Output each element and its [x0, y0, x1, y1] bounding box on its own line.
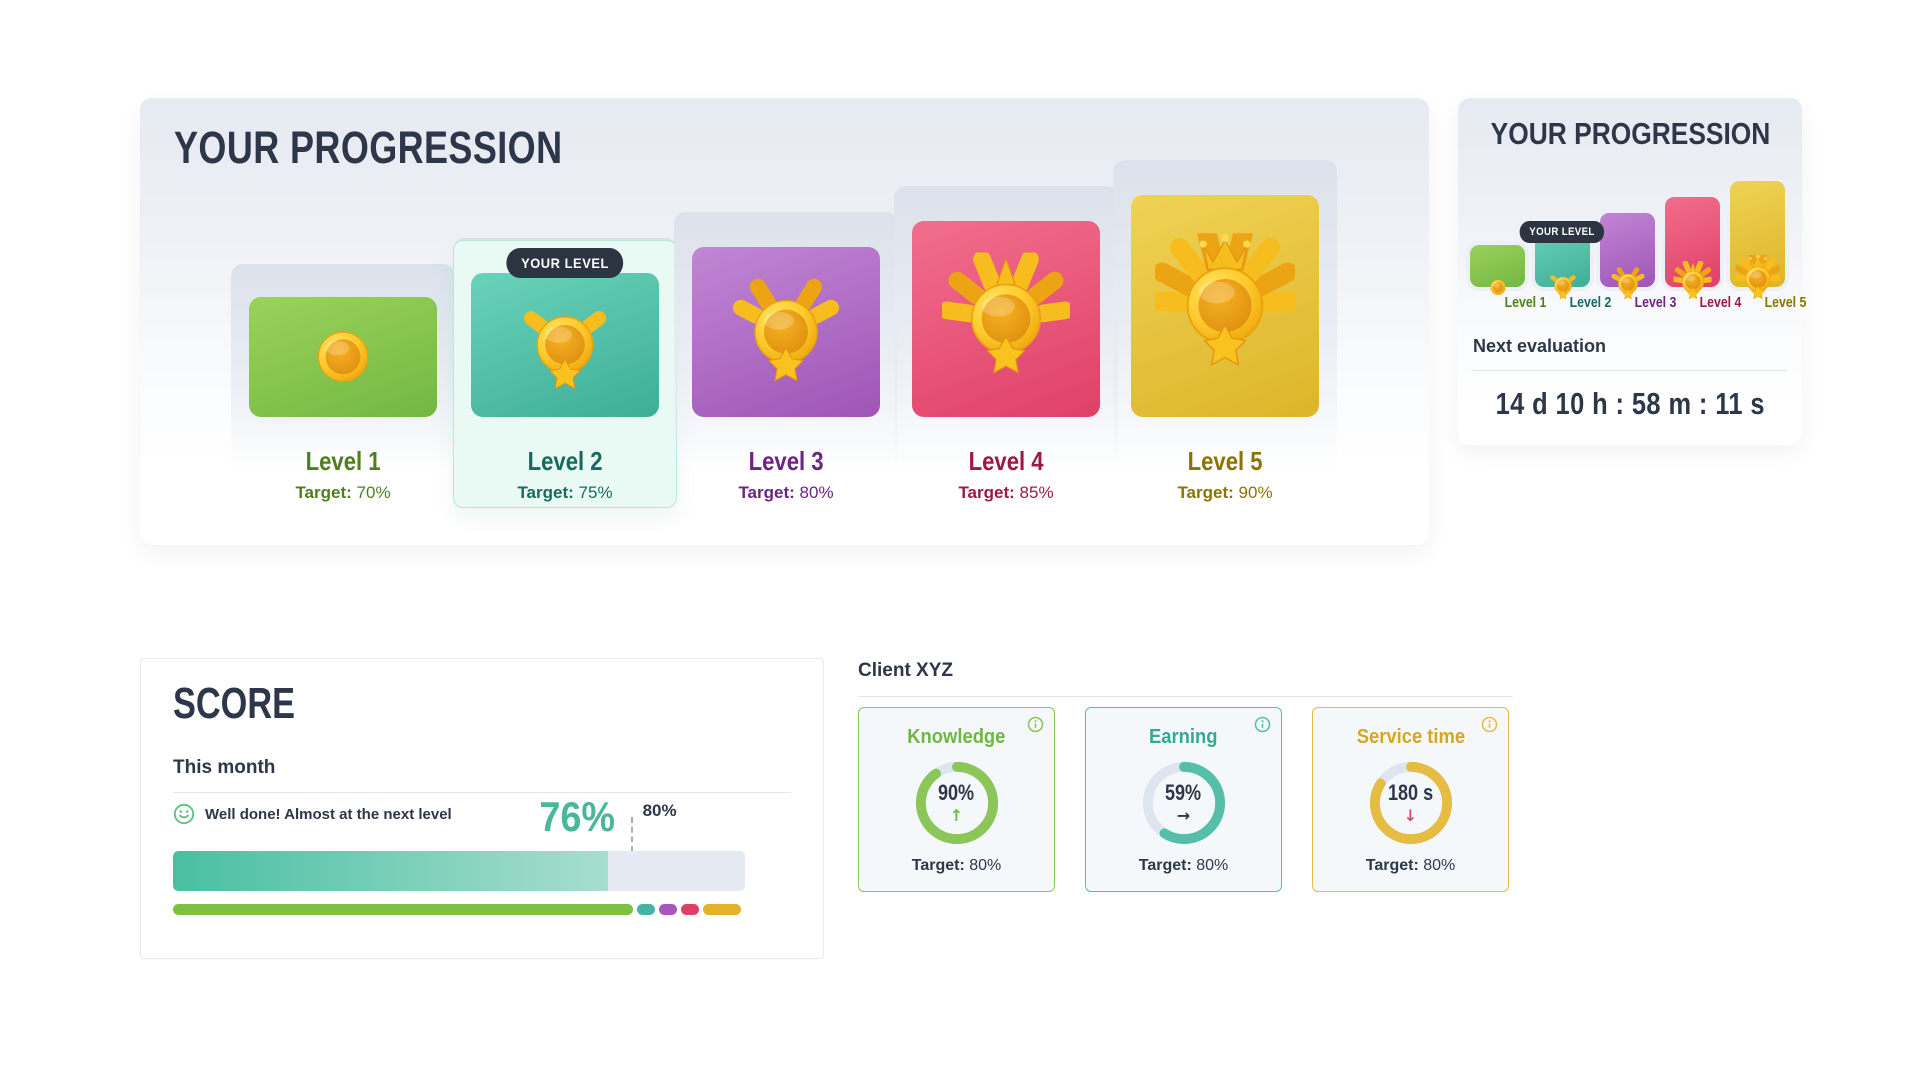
next-evaluation-countdown: 14 d 10 h : 58 m : 11 s	[1495, 386, 1765, 421]
mini-medal-level-4-icon	[1673, 261, 1712, 300]
level-segments-bar	[173, 904, 745, 915]
level-column-1: Level 1 Target: 70%	[231, 98, 455, 545]
trend-steady-icon: →	[1176, 806, 1191, 825]
level-mini-chart	[1470, 98, 1790, 300]
score-panel: SCORE This month Well done! Almost at th…	[140, 658, 824, 959]
kpi-target: Target: 80%	[911, 857, 1002, 874]
client-heading: Client XYZ	[858, 660, 954, 681]
segment-level-3	[658, 904, 678, 915]
level-2-card	[471, 273, 659, 417]
score-divider	[173, 792, 791, 793]
smiley-icon	[173, 803, 195, 825]
mini-bar-level-5	[1730, 181, 1785, 300]
mini-medal-level-3-icon	[1610, 265, 1645, 300]
trend-down-icon: ↓	[1403, 806, 1418, 825]
kpi-donut: 90% ↑	[914, 760, 1000, 846]
level-1-label: Level 1	[305, 446, 381, 476]
trend-up-icon: ↑	[949, 806, 964, 825]
score-message: Well done! Almost at the next level	[205, 805, 452, 823]
level-3-label: Level 3	[748, 446, 824, 476]
progression-summary-title: YOUR PROGRESSION	[1490, 116, 1770, 151]
info-icon[interactable]	[1027, 716, 1044, 733]
level-3-card	[692, 247, 880, 417]
kpi-donut-center: 180 s ↓	[1368, 760, 1454, 846]
next-evaluation-label: Next evaluation	[1473, 336, 1607, 356]
progress-fill	[173, 851, 608, 891]
kpi-donut-center: 90% ↑	[914, 760, 1000, 846]
level-1-target: Target: 70%	[295, 483, 391, 502]
medal-level-3-icon	[728, 272, 844, 388]
kpi-title: Earning	[1149, 726, 1218, 748]
mini-medal-level-1-icon	[1484, 273, 1511, 300]
your-level-badge-mini: YOUR LEVEL	[1519, 221, 1605, 243]
medal-level-5-icon	[1155, 233, 1295, 373]
level-5-target: Target: 90%	[1177, 483, 1273, 502]
kpi-card-earning: Earning 59% → Target: 80%	[1085, 707, 1282, 892]
level-column-3: Level 3 Target: 80%	[674, 98, 898, 545]
level-2-label: Level 2	[527, 446, 603, 476]
kpi-target: Target: 80%	[1365, 857, 1456, 874]
info-icon[interactable]	[1481, 716, 1498, 733]
level-4-card	[912, 221, 1100, 417]
kpi-donut: 59% →	[1141, 760, 1227, 846]
progression-panel: YOUR PROGRESSION Level 1 Target: 70% YOU…	[140, 98, 1429, 545]
kpi-value: 180 s	[1387, 780, 1434, 805]
medal-level-4-icon	[942, 252, 1070, 380]
client-divider	[858, 696, 1513, 697]
segment-level-4	[681, 904, 700, 915]
mini-bar-level-4	[1665, 197, 1720, 300]
mini-level-labels: Level 1 Level 2 Level 3 Level 4 Level 5	[1504, 294, 1806, 311]
medal-level-1-icon	[297, 309, 389, 401]
mini-medal-level-2-icon	[1547, 269, 1578, 300]
segment-level-5	[703, 904, 741, 915]
info-icon[interactable]	[1254, 716, 1271, 733]
level-4-target: Target: 85%	[958, 483, 1054, 502]
kpi-donut: 180 s ↓	[1368, 760, 1454, 846]
level-2-target: Target: 75%	[517, 483, 613, 502]
score-period-label: This month	[173, 757, 276, 778]
kpi-card-service-time: Service time 180 s ↓ Target: 80%	[1312, 707, 1509, 892]
mini-medal-level-5-icon	[1735, 255, 1780, 300]
medal-level-2-icon	[513, 291, 617, 395]
score-title: SCORE	[173, 679, 296, 728]
level-column-2: YOUR LEVEL Level 2 Target: 75%	[453, 98, 677, 545]
kpi-title: Service time	[1356, 726, 1465, 748]
progression-panel-title: YOUR PROGRESSION	[174, 122, 563, 173]
score-message-row: Well done! Almost at the next level	[173, 803, 452, 825]
progression-summary-panel: YOUR PROGRESSION YOUR LEVEL Level 1 Leve…	[1458, 98, 1806, 445]
kpi-value: 59%	[1165, 780, 1202, 805]
kpi-card-knowledge: Knowledge 90% ↑ Target: 80%	[858, 707, 1055, 892]
progress-track	[173, 851, 745, 891]
score-target-label: 80%	[642, 801, 677, 820]
level-5-card	[1131, 195, 1319, 417]
level-4-label: Level 4	[968, 446, 1044, 476]
mini-bar-level-3	[1600, 213, 1655, 300]
level-1-card	[249, 297, 437, 417]
mini-bar-level-1	[1470, 245, 1525, 296]
kpi-value: 90%	[938, 780, 975, 805]
segment-level-2	[636, 904, 655, 915]
level-5-label: Level 5	[1187, 446, 1263, 476]
side-divider	[1473, 370, 1787, 371]
level-column-4: Level 4 Target: 85%	[894, 98, 1118, 545]
kpi-target: Target: 80%	[1138, 857, 1229, 874]
segment-level-1	[173, 904, 633, 915]
level-3-target: Target: 80%	[738, 483, 834, 502]
kpi-donut-center: 59% →	[1141, 760, 1227, 846]
your-level-badge: YOUR LEVEL	[506, 248, 624, 278]
kpi-title: Knowledge	[907, 726, 1006, 748]
score-progress: 76% 80%	[173, 793, 745, 926]
level-column-5: Level 5 Target: 90%	[1113, 98, 1337, 545]
score-value: 76%	[538, 793, 615, 840]
